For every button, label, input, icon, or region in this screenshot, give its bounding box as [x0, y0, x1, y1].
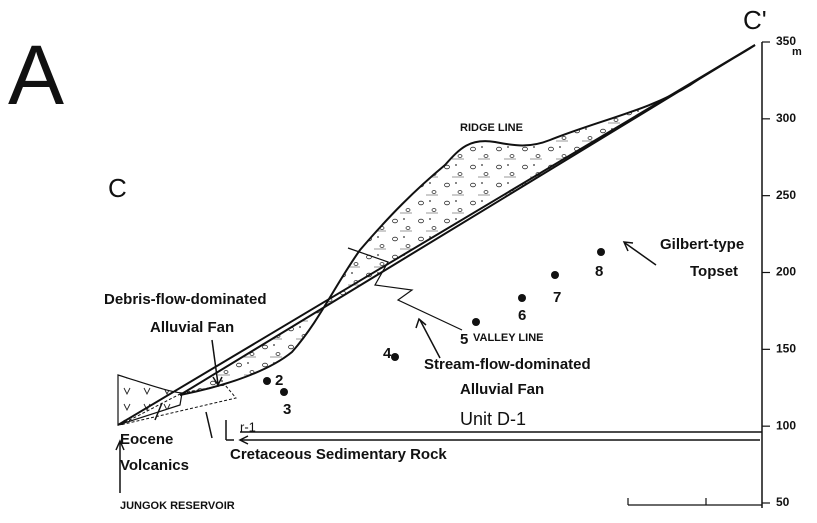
- volcanics: [118, 375, 182, 425]
- sample-label: 3: [283, 401, 291, 418]
- reservoir-label: JUNGOK RESERVOIR: [120, 500, 235, 512]
- sample-label: 5: [460, 331, 468, 348]
- section-end: C: [108, 173, 127, 203]
- sample-label: 2: [275, 372, 283, 389]
- sample-label: 7: [553, 289, 561, 306]
- tick-label: 250: [776, 188, 796, 202]
- tick-label: 100: [776, 418, 796, 432]
- tick-label: 350: [776, 34, 796, 48]
- cross-section: A C C' 2 3 4 5 6 7 8 RIDGE LINE VALLEY L…: [0, 0, 817, 518]
- topset-label: Topset: [690, 263, 738, 280]
- section-end: C': [743, 5, 767, 35]
- ridge-label: RIDGE LINE: [460, 122, 523, 134]
- sample-label: 4: [383, 345, 392, 362]
- sample-label: 8: [595, 263, 603, 280]
- tick-label: 150: [776, 342, 796, 356]
- eocene-label: Eocene: [120, 431, 173, 448]
- cretaceous-label: Cretaceous Sedimentary Rock: [230, 446, 447, 463]
- debris-label: Alluvial Fan: [150, 319, 234, 336]
- debris-label: Debris-flow-dominated: [104, 291, 267, 308]
- tick-label: 200: [776, 265, 796, 279]
- sample-label: 6: [518, 307, 526, 324]
- r1-label: r-1: [240, 419, 256, 434]
- valley-label: VALLEY LINE: [473, 332, 544, 344]
- stream-label: Stream-flow-dominated: [424, 356, 591, 373]
- tick-label: 300: [776, 111, 796, 125]
- scale-bar: [628, 498, 762, 505]
- eocene-label: Volcanics: [120, 457, 189, 474]
- unit-label: Unit D-1: [460, 409, 526, 429]
- topset-label: Gilbert-type: [660, 236, 744, 253]
- panel-label: A: [8, 28, 64, 122]
- stream-label: Alluvial Fan: [460, 381, 544, 398]
- tick-label: 50: [776, 495, 790, 509]
